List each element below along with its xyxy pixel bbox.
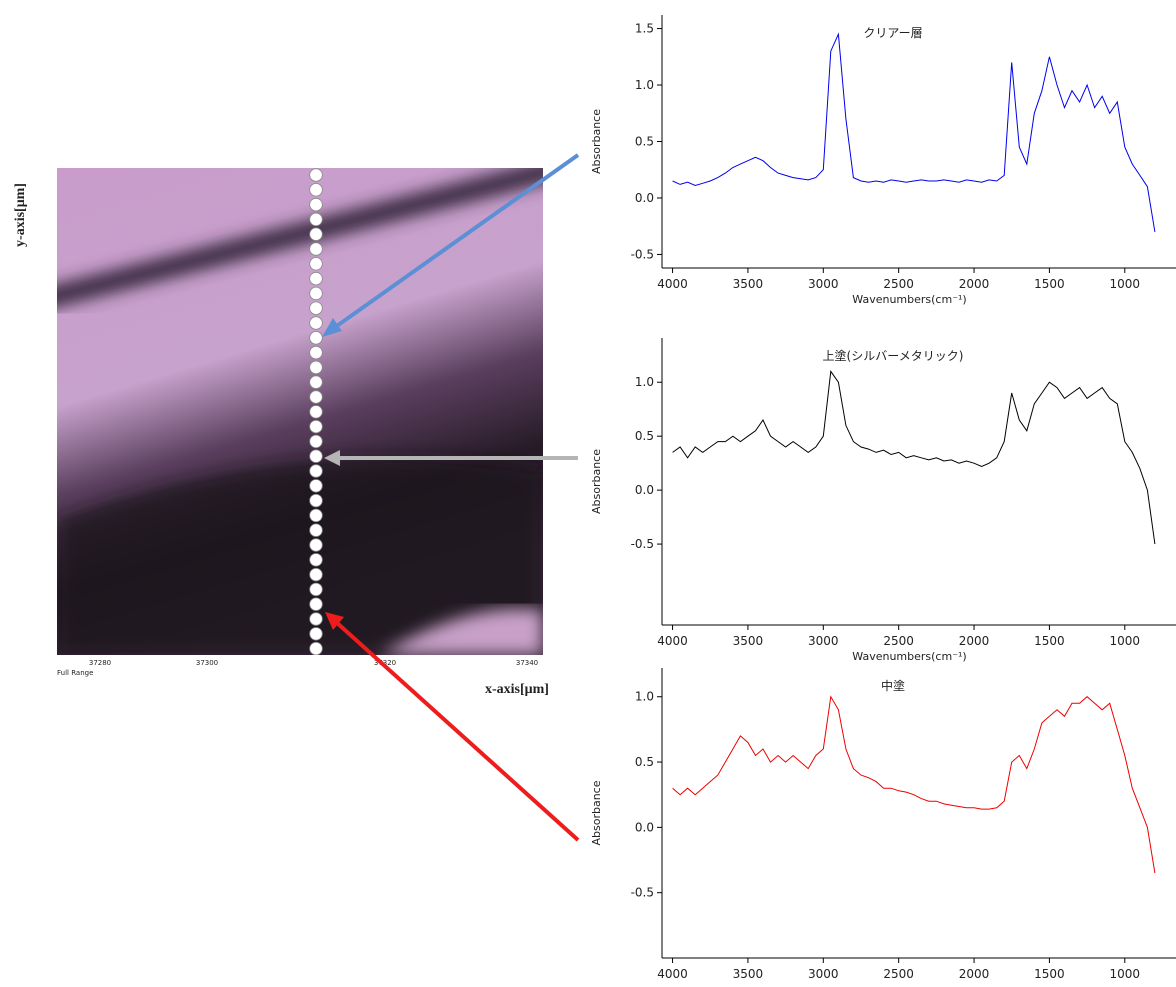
point (309, 405, 323, 419)
point (309, 257, 323, 271)
point (309, 523, 323, 537)
y-tick-label: 1.5 (635, 22, 654, 36)
point (309, 508, 323, 523)
x-tick-label: 2000 (959, 634, 990, 648)
point (309, 419, 323, 434)
point (309, 612, 323, 626)
spectrum-line (672, 370, 1156, 545)
y-tick-label: 1.0 (635, 78, 654, 92)
x-tick-label: 2500 (883, 634, 914, 648)
point (309, 212, 323, 227)
x-axis-label: Wavenumbers(cm⁻¹) (852, 650, 966, 663)
y-axis-label: Absorbance (590, 449, 603, 514)
point (309, 286, 323, 301)
point (309, 567, 323, 582)
x-tick-label: 1000 (1110, 277, 1141, 291)
y-tick-label: 0.0 (635, 191, 654, 205)
y-tick-label: 1.0 (635, 690, 654, 704)
chart-title: 上塗(シルバーメタリック) (823, 349, 964, 363)
x-tick-label: 3500 (733, 277, 764, 291)
x-tick-label: 2500 (883, 967, 914, 981)
x-tick-label: 1500 (1034, 277, 1065, 291)
x-tick-label: 3000 (808, 967, 839, 981)
point (309, 553, 323, 567)
x-tick-label: 4000 (657, 277, 688, 291)
point (309, 301, 323, 315)
point (309, 242, 323, 256)
x-tick-label: 1500 (1034, 634, 1065, 648)
point (309, 597, 323, 611)
y-tick-label: 0.0 (635, 820, 654, 834)
x-axis-label: Wavenumbers(cm⁻¹) (852, 293, 966, 306)
y-tick-label: -0.5 (631, 886, 654, 900)
chart-title: 中塗 (881, 678, 905, 693)
image-x-tick-label: 37300 (196, 659, 218, 667)
spectrum-line (672, 695, 1156, 874)
spectrum-chart: -0.5 0.0 0.5 1.0 4000 3500 3000 2500 2000 1500 100… (590, 668, 1176, 987)
image-y-label: y-axis[μm] (13, 183, 28, 247)
point (309, 627, 323, 641)
image-x-label: x-axis[μm] (485, 682, 549, 697)
point (309, 479, 323, 493)
point (309, 316, 323, 330)
x-tick-label: 3500 (733, 634, 764, 648)
point (309, 168, 323, 182)
y-axis-label: Absorbance (590, 109, 603, 174)
measurement-points (309, 168, 323, 655)
point (309, 331, 323, 345)
x-tick-label: 2000 (959, 277, 990, 291)
spectrum-line (672, 32, 1156, 232)
point (309, 493, 323, 508)
y-axis-label: Absorbance (590, 780, 603, 845)
point (309, 449, 323, 463)
image-x-tick-label: 37280 (89, 659, 111, 667)
point (309, 227, 323, 241)
point (309, 197, 323, 212)
x-tick-label: 2000 (959, 967, 990, 981)
point (309, 538, 323, 552)
point (309, 582, 323, 597)
chart-title: クリアー層 (863, 26, 922, 40)
y-tick-label: 1.0 (635, 375, 654, 389)
point (309, 183, 323, 197)
point (309, 345, 323, 360)
x-tick-label: 3000 (808, 634, 839, 648)
micrograph (57, 168, 543, 655)
y-tick-label: 0.5 (635, 429, 654, 443)
point (309, 375, 323, 389)
image-x-tick-label: 37340 (516, 659, 538, 667)
x-tick-label: 1000 (1110, 967, 1141, 981)
point (309, 434, 323, 449)
x-tick-label: 2500 (883, 277, 914, 291)
point (309, 390, 323, 404)
x-tick-label: 3000 (808, 277, 839, 291)
y-tick-label: 0.5 (635, 135, 654, 149)
x-tick-label: 1000 (1110, 634, 1141, 648)
spectrum-chart: -0.5 0.0 0.5 1.0 1.5 4000 3500 3000 2500 2000 1500… (590, 15, 1176, 306)
image-x-tick-label: 37320 (374, 659, 396, 667)
point (309, 464, 323, 478)
point (309, 641, 323, 655)
range-label: Full Range (57, 669, 93, 677)
x-tick-label: 4000 (657, 967, 688, 981)
arrows (322, 153, 580, 842)
x-tick-label: 3500 (733, 967, 764, 981)
point (309, 271, 323, 286)
point (309, 360, 323, 375)
x-tick-label: 4000 (657, 634, 688, 648)
y-tick-label: -0.5 (631, 537, 654, 551)
y-tick-label: 0.0 (635, 483, 654, 497)
y-tick-label: -0.5 (631, 247, 654, 261)
y-tick-label: 0.5 (635, 755, 654, 769)
x-tick-label: 1500 (1034, 967, 1065, 981)
spectrum-chart: -0.5 0.0 0.5 1.0 4000 3500 3000 2500 2000 1500 100… (590, 338, 1176, 663)
